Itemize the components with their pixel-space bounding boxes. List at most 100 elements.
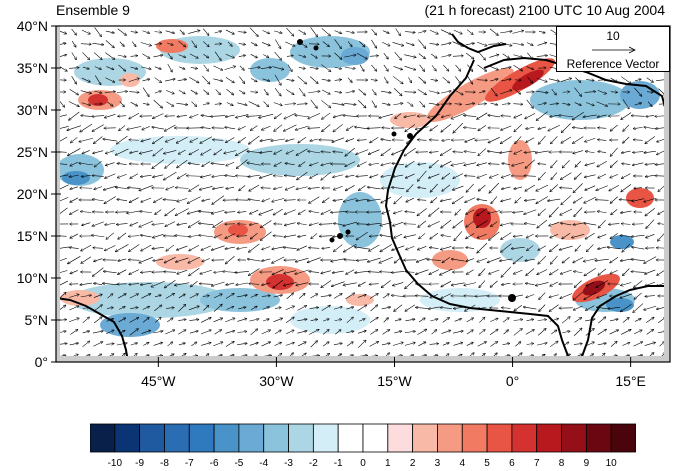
wind-vector (154, 66, 161, 69)
mask-bottom-edge (56, 356, 670, 362)
colorbar-label: 7 (534, 458, 540, 467)
wind-vector (334, 91, 342, 92)
wind-vector (370, 174, 379, 178)
wind-vector (356, 149, 369, 155)
wind-vector (440, 91, 451, 94)
wind-vector (417, 89, 426, 94)
wind-vector (513, 212, 524, 213)
wind-vector (477, 257, 487, 262)
wind-vector (238, 43, 245, 44)
wind-vector (250, 232, 258, 239)
wind-vector (203, 28, 209, 36)
wind-vector (333, 114, 343, 118)
wind-vector (261, 220, 272, 228)
wind-vector (331, 258, 346, 262)
wind-vector (538, 135, 546, 144)
wind-vector (551, 160, 558, 168)
wind-vector (464, 151, 476, 152)
wind-vector (391, 271, 405, 272)
wind-vector (140, 212, 152, 213)
wind-vector (371, 89, 376, 95)
wind-vector (404, 92, 415, 93)
wind-vector (548, 125, 560, 130)
colorbar-label: -4 (259, 458, 268, 467)
wind-vector (166, 244, 175, 251)
wind-vector (285, 41, 295, 46)
wind-vector (525, 113, 536, 118)
wind-vector (407, 101, 413, 106)
wind-vector (596, 185, 608, 191)
wind-vector (152, 159, 165, 169)
wind-vector (71, 76, 77, 84)
wind-vector (309, 271, 320, 272)
wind-vector (295, 125, 309, 130)
wind-vector (129, 92, 139, 93)
wind-vector (466, 220, 475, 227)
wind-vector (81, 256, 92, 264)
wind-vector (526, 99, 534, 108)
wind-vector (441, 246, 452, 249)
wind-vector (211, 245, 225, 250)
wind-vector (81, 212, 92, 213)
wind-vector (68, 101, 79, 107)
wind-vector (214, 104, 221, 105)
wind-vector (70, 186, 78, 189)
wind-vector (428, 103, 439, 105)
wind-vector (488, 44, 499, 45)
wind-vector (597, 211, 607, 212)
wind-vector (561, 223, 572, 226)
wind-vector (239, 89, 245, 94)
wind-vector (142, 30, 150, 34)
wind-vector (344, 260, 356, 261)
wind-vector (236, 176, 249, 177)
wind-vector (502, 53, 510, 58)
wind-vector (322, 247, 331, 248)
wind-vector (80, 123, 93, 132)
wind-vector (334, 39, 342, 48)
wind-vector (213, 186, 224, 189)
wind-vector (203, 64, 209, 71)
wind-vector (623, 124, 630, 131)
wind-vector (359, 185, 366, 190)
wind-vector (334, 244, 343, 252)
wind-vector (200, 269, 212, 274)
wind-vector (165, 124, 176, 131)
wind-vector (247, 163, 261, 166)
wind-vector (585, 185, 596, 190)
wind-vector (274, 51, 282, 60)
wind-vector (477, 41, 487, 46)
wind-vector (117, 223, 128, 224)
wind-vector (225, 212, 236, 213)
wind-vector (115, 148, 129, 155)
wind-vector (212, 195, 225, 205)
wind-vector (190, 137, 199, 142)
wind-vector (574, 87, 581, 97)
wind-vector (621, 210, 632, 213)
wind-vector (309, 196, 320, 203)
wind-vector (585, 151, 595, 153)
wind-vector (358, 100, 365, 107)
wind-vector (383, 52, 388, 59)
wind-vector (367, 198, 381, 201)
wind-vector (381, 148, 391, 156)
wind-vector (238, 126, 246, 129)
wind-vector (501, 125, 512, 130)
wind-vector (202, 161, 211, 167)
wind-vector (189, 77, 198, 82)
wind-vector (537, 43, 547, 46)
lat-label: 5°N (25, 312, 49, 328)
wind-vector (536, 91, 547, 92)
wind-vector (382, 102, 390, 105)
wind-vector (428, 90, 439, 94)
wind-vector (451, 112, 465, 119)
wind-vector (275, 39, 280, 48)
wind-vector (393, 221, 404, 226)
wind-vector (515, 89, 521, 94)
wind-vector (451, 259, 465, 262)
wind-vector (382, 210, 391, 213)
wind-vector (379, 113, 393, 118)
wind-vector (320, 236, 333, 237)
wind-vector (251, 125, 258, 131)
wind-vector (70, 197, 79, 202)
wind-vector (645, 175, 655, 177)
